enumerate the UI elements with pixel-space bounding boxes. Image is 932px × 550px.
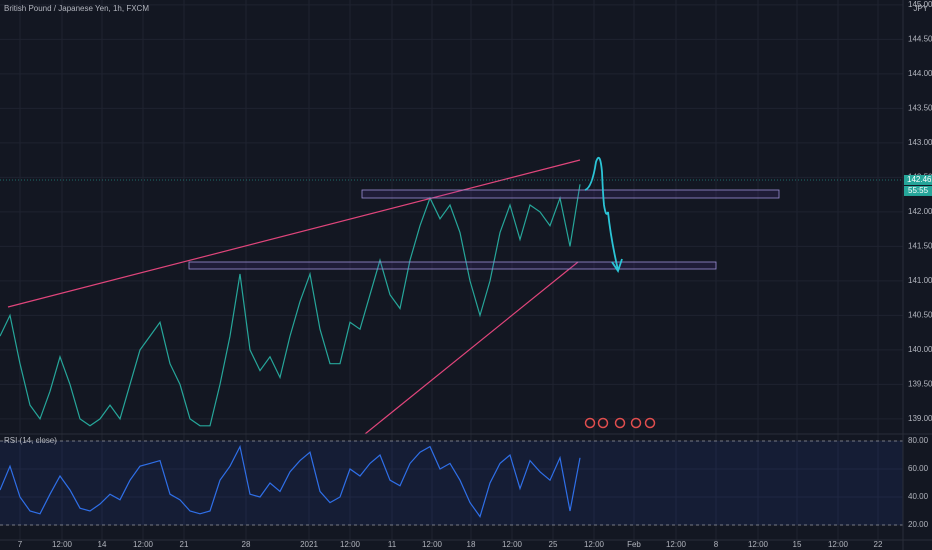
x-tick-label: 12:00 [502, 540, 523, 549]
y-tick-label: 140.00 [908, 345, 932, 354]
y-tick-label: 143.00 [908, 138, 932, 147]
x-tick-label: 12:00 [666, 540, 687, 549]
x-tick-label: 28 [242, 540, 251, 549]
x-tick-label: 15 [793, 540, 802, 549]
drawings [7, 156, 780, 435]
series-line [0, 184, 581, 427]
x-tick-label: 22 [874, 540, 883, 549]
last-price-box [904, 174, 932, 185]
x-tick-label: 7 [18, 540, 23, 549]
event-icon [630, 417, 642, 429]
x-tick-label: 18 [467, 540, 476, 549]
rsi-band [0, 441, 903, 525]
x-tick-label: 12:00 [52, 540, 73, 549]
currency-label: JPY [913, 4, 928, 13]
event-icon [644, 417, 656, 429]
x-tick-label: 12:00 [133, 540, 154, 549]
y-tick-label: 143.50 [908, 103, 932, 112]
marks [0, 184, 581, 518]
x-tick-label: 11 [388, 540, 397, 549]
y-tick-label: 60.00 [908, 464, 929, 473]
x-tick-label: Feb [627, 540, 641, 549]
y-tick-label: 144.00 [908, 69, 932, 78]
y-tick-label: 142.00 [908, 207, 932, 216]
event-icon [597, 417, 609, 429]
y-tick-label: 139.00 [908, 414, 932, 423]
resistance-zone [361, 189, 780, 199]
x-tick-label: 12:00 [584, 540, 605, 549]
x-tick-label: 14 [98, 540, 107, 549]
projection-arrow [611, 258, 623, 274]
x-tick-label: 8 [714, 540, 719, 549]
countdown-box [904, 185, 932, 196]
x-tick-label: 21 [180, 540, 189, 549]
y-tick-label: 141.00 [908, 276, 932, 285]
event-icons [584, 417, 656, 429]
x-tick-label: 25 [549, 540, 558, 549]
x-tick-label: 12:00 [828, 540, 849, 549]
projection-path [584, 156, 619, 271]
event-icon [584, 417, 596, 429]
y-tick-label: 140.50 [908, 310, 932, 319]
y-tick-label: 40.00 [908, 492, 929, 501]
y-tick-label: 20.00 [908, 520, 929, 529]
y-tick-label: 80.00 [908, 436, 929, 445]
series-line [0, 444, 581, 518]
y-tick-label: 145.00 [908, 0, 932, 9]
x-tick-label: 12:00 [422, 540, 443, 549]
y-tick-label: 141.50 [908, 241, 932, 250]
grid [0, 0, 903, 540]
countdown-label: 55:55 [908, 186, 929, 195]
y-tick-label: 144.50 [908, 34, 932, 43]
event-icon [614, 417, 626, 429]
last-price-label: 142.462 [907, 175, 932, 184]
x-tick-label: 12:00 [340, 540, 361, 549]
rsi-title: RSI (14, close) [4, 436, 57, 445]
trend-line-upper [7, 159, 581, 308]
chart-title: British Pound / Japanese Yen, 1h, FXCM [4, 4, 149, 13]
support-zone [188, 261, 717, 270]
y-tick-label: 139.50 [908, 379, 932, 388]
x-tick-label: 2021 [300, 540, 318, 549]
x-tick-label: 12:00 [748, 540, 769, 549]
trend-line-lower [364, 261, 579, 435]
